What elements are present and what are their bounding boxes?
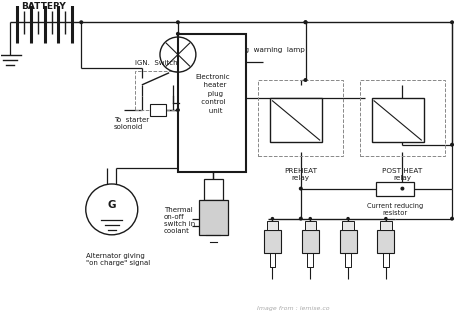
Text: Current reducing
resistor: Current reducing resistor (367, 204, 423, 216)
Circle shape (300, 187, 302, 190)
Bar (264, 230, 281, 253)
Circle shape (177, 32, 179, 35)
Circle shape (177, 21, 179, 23)
Text: Electronic
  heater
   plug
 control
   unit: Electronic heater plug control unit (195, 74, 229, 114)
Bar (258, 80, 343, 156)
Text: PREHEAT
relay: PREHEAT relay (284, 168, 317, 181)
Circle shape (451, 143, 453, 146)
Circle shape (401, 187, 404, 190)
Bar (376, 182, 414, 195)
Bar (305, 221, 316, 230)
Circle shape (304, 21, 307, 23)
Text: Alternator giving
"on charge" signal: Alternator giving "on charge" signal (86, 253, 150, 266)
Circle shape (385, 218, 387, 220)
Circle shape (300, 217, 302, 220)
Bar (380, 221, 392, 230)
Circle shape (451, 217, 453, 220)
Text: G: G (108, 200, 116, 210)
Text: Thermal
on-off
switch in
coolant: Thermal on-off switch in coolant (164, 207, 195, 234)
Bar (360, 80, 445, 156)
Bar (150, 104, 166, 116)
Text: BATTERY: BATTERY (21, 2, 65, 11)
Circle shape (80, 21, 82, 23)
Circle shape (347, 218, 349, 220)
Circle shape (304, 79, 307, 81)
Text: Image from : lemise.co: Image from : lemise.co (257, 306, 330, 311)
Bar (204, 179, 223, 200)
Circle shape (304, 21, 307, 23)
Text: IGN.  Switch: IGN. Switch (136, 60, 178, 66)
Bar (377, 230, 394, 253)
Text: POST HEAT
relay: POST HEAT relay (383, 168, 422, 181)
Text: To  starter
solonoid: To starter solonoid (114, 117, 149, 130)
Circle shape (177, 109, 179, 111)
Bar (339, 230, 356, 253)
Bar (372, 99, 424, 143)
Bar (302, 230, 319, 253)
Circle shape (309, 218, 311, 220)
Bar (178, 34, 246, 172)
Circle shape (451, 21, 453, 23)
Circle shape (272, 218, 273, 220)
Bar (267, 221, 278, 230)
Bar (136, 71, 182, 110)
Bar (199, 200, 228, 235)
Bar (342, 221, 354, 230)
Bar (270, 99, 322, 143)
Text: Heater  plug  warning  lamp: Heater plug warning lamp (204, 47, 305, 53)
